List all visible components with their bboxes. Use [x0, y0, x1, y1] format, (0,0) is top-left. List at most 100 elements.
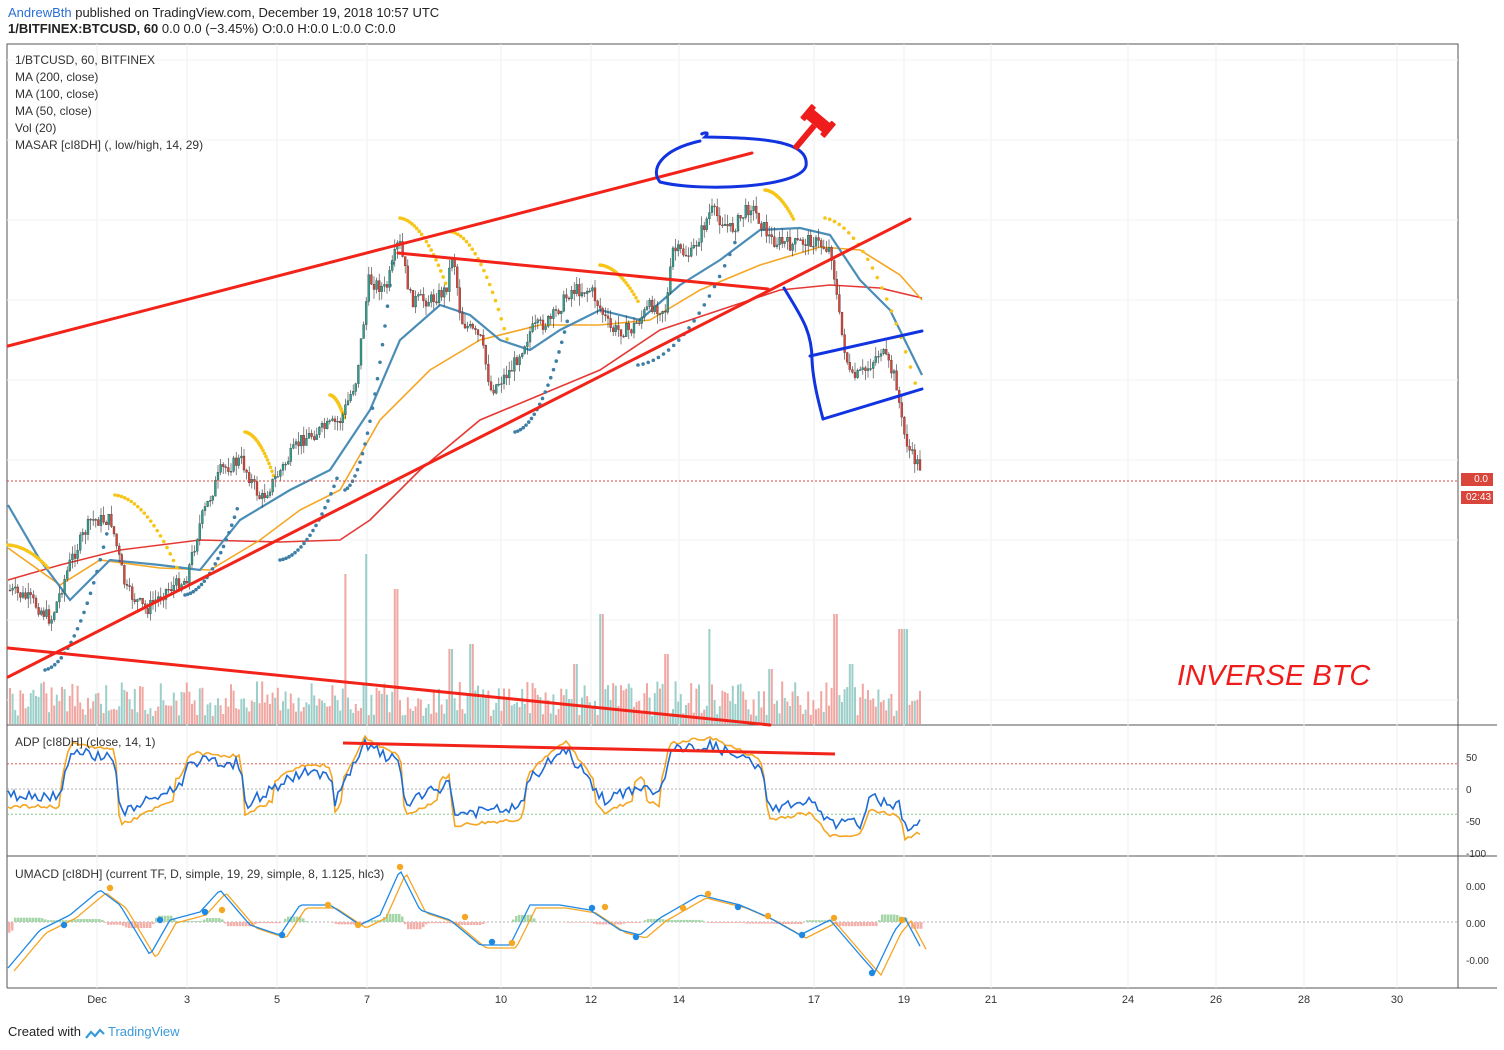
- masar-dot: [546, 383, 550, 387]
- candle-body: [453, 259, 456, 268]
- volume-bar: [721, 690, 724, 724]
- volume-bar: [204, 715, 206, 724]
- volume-bar: [55, 694, 58, 724]
- volume-bar: [341, 688, 344, 724]
- candle-body: [185, 581, 188, 584]
- candle-body: [401, 241, 404, 257]
- volume-bar: [841, 702, 843, 724]
- volume-bar: [217, 698, 219, 724]
- volume-bar: [698, 684, 700, 724]
- volume-bar: [178, 715, 180, 724]
- volume-bar: [534, 688, 537, 724]
- masar-dot: [75, 626, 80, 631]
- volume-bar: [113, 708, 115, 724]
- candle-body: [747, 205, 750, 216]
- volume-bar: [573, 664, 576, 724]
- candle-body: [419, 294, 422, 296]
- umacd-histogram-bar: [884, 914, 887, 922]
- umacd-label[interactable]: UMACD [cI8DH] (current TF, D, simple, 19…: [15, 867, 385, 881]
- ma50-line: [7, 226, 923, 602]
- masar-dot: [88, 591, 93, 596]
- candle-body: [609, 318, 612, 328]
- volume-bar: [152, 715, 154, 724]
- masar-dot: [894, 321, 899, 326]
- volume-bar: [365, 554, 368, 724]
- candle-body: [648, 299, 651, 307]
- candle-body: [201, 510, 204, 524]
- legend-vol[interactable]: Vol (20): [15, 121, 57, 135]
- volume-bar: [586, 696, 589, 724]
- umacd-histogram-bar: [821, 920, 824, 922]
- volume-bar: [349, 709, 352, 724]
- volume-bar: [310, 683, 313, 724]
- candle-body: [653, 305, 656, 312]
- legend-symbol[interactable]: 1/BTCUSD, 60, BITFINEX: [15, 53, 156, 67]
- masar-dot: [174, 565, 179, 570]
- adp-label[interactable]: ADP [cI8DH] (close, 14, 1): [15, 735, 156, 749]
- umacd-histogram-bar: [443, 922, 446, 924]
- candle-body: [211, 495, 214, 501]
- volume-bar: [458, 682, 461, 724]
- masar-dot: [46, 667, 51, 671]
- volume-bar: [601, 614, 604, 724]
- volume-bar: [256, 681, 258, 724]
- masar-dot: [622, 278, 626, 283]
- volume-bar: [235, 708, 238, 724]
- legend-ma200[interactable]: MA (200, close): [15, 70, 99, 84]
- candle-body: [8, 589, 12, 592]
- umacd-tick: -0.00: [1466, 956, 1489, 967]
- masar-dot: [116, 493, 121, 498]
- masar-dot: [733, 240, 737, 245]
- volume-bar: [232, 690, 235, 724]
- umacd-histogram-bar: [377, 920, 380, 922]
- candle-body: [40, 610, 43, 615]
- volume-bar: [466, 695, 469, 724]
- tradingview-brand[interactable]: TradingView: [108, 1024, 180, 1039]
- umacd-histogram-bar: [107, 922, 110, 925]
- candle-body: [523, 346, 526, 354]
- masar-dot: [360, 451, 365, 456]
- candle-body: [567, 297, 571, 300]
- umacd-histogram-bar: [515, 916, 518, 922]
- volume-bar: [84, 714, 87, 724]
- masar-dot: [439, 269, 443, 273]
- legend-ma100[interactable]: MA (100, close): [15, 87, 99, 101]
- masar-dot: [284, 556, 288, 561]
- masar-dot: [320, 512, 324, 516]
- author-link[interactable]: AndrewBth: [8, 5, 72, 20]
- umacd-histogram-bar: [134, 922, 137, 928]
- volume-bar: [903, 629, 906, 724]
- candle-body: [237, 457, 240, 466]
- candle-body: [630, 329, 633, 334]
- umacd-histogram-bar: [275, 922, 278, 924]
- candle-body: [625, 323, 628, 337]
- volume-bar: [599, 614, 602, 724]
- volume-bar: [718, 706, 721, 724]
- legend-ma50[interactable]: MA (50, close): [15, 104, 92, 118]
- inverse-btc-annotation: INVERSE BTC: [1177, 660, 1371, 692]
- volume-bar: [487, 690, 490, 724]
- volume-bar: [284, 691, 287, 724]
- masar-dot: [487, 282, 492, 287]
- candle-body: [29, 592, 32, 595]
- volume-bar: [869, 700, 872, 724]
- masar-dot: [559, 340, 564, 345]
- masar-dot: [287, 555, 291, 559]
- umacd-histogram-bar: [662, 919, 665, 922]
- candle-body: [786, 237, 789, 242]
- candle-body: [661, 311, 664, 314]
- umacd-tick: 0.00: [1466, 919, 1486, 930]
- umacd-histogram-bar: [164, 915, 167, 922]
- umacd-histogram-bar: [206, 918, 209, 922]
- candle-body: [833, 260, 836, 280]
- volume-bar: [344, 574, 347, 724]
- umacd-histogram-bar: [731, 922, 734, 923]
- volume-bar: [448, 649, 451, 724]
- upper-channel-line: [6, 151, 754, 348]
- volume-bar: [248, 711, 251, 724]
- umacd-histogram-bar: [470, 922, 473, 925]
- legend-masar[interactable]: MASAR [cI8DH] (, low/high, 14, 29): [15, 138, 204, 152]
- volume-bar: [570, 699, 573, 724]
- candle-body: [172, 585, 175, 592]
